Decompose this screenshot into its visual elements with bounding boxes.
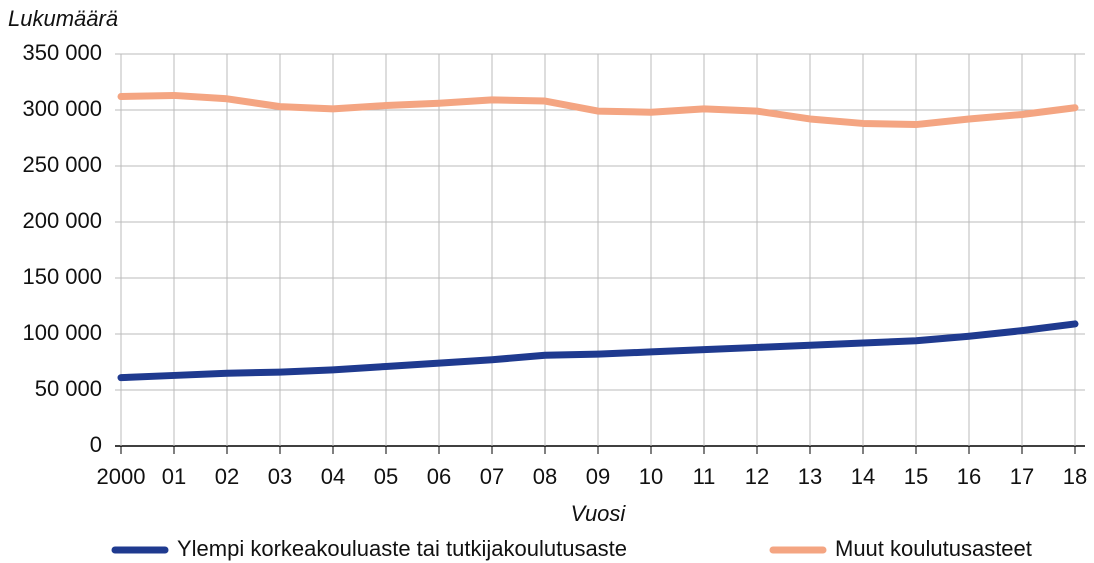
x-tick-label: 06 [427,464,451,489]
y-tick-label: 250 000 [22,152,102,177]
x-tick-label: 08 [533,464,557,489]
y-tick-label: 50 000 [35,376,102,401]
x-tick-label: 18 [1063,464,1087,489]
x-tick-label: 02 [215,464,239,489]
x-tick-label: 13 [798,464,822,489]
x-tick-label: 17 [1010,464,1034,489]
line [117,320,1079,382]
x-axis-label: Vuosi [571,501,627,526]
x-tick-label: 01 [162,464,186,489]
x-tick-label: 15 [904,464,928,489]
y-tick-label: 350 000 [22,40,102,65]
x-tick-label: 12 [745,464,769,489]
x-tick-label: 2000 [97,464,146,489]
y-axis-label: Lukumäärä [8,6,118,31]
x-tick-label: 16 [957,464,981,489]
x-tick-label: 10 [639,464,663,489]
y-tick-label: 100 000 [22,320,102,345]
x-tick-label: 09 [586,464,610,489]
x-tick-label: 11 [693,464,716,489]
y-tick-label: 150 000 [22,264,102,289]
x-tick-label: 04 [321,464,345,489]
x-tick-label: 05 [374,464,398,489]
y-tick-label: 300 000 [22,96,102,121]
legend-label: Ylempi korkeakouluaste tai tutkijakoulut… [177,536,627,561]
x-tick-label: 14 [851,464,875,489]
y-tick-label: 200 000 [22,208,102,233]
line [117,91,1079,129]
x-tick-label: 03 [268,464,292,489]
y-tick-label: 0 [90,432,102,457]
x-tick-label: 07 [480,464,504,489]
legend-label: Muut koulutusasteet [835,536,1032,561]
